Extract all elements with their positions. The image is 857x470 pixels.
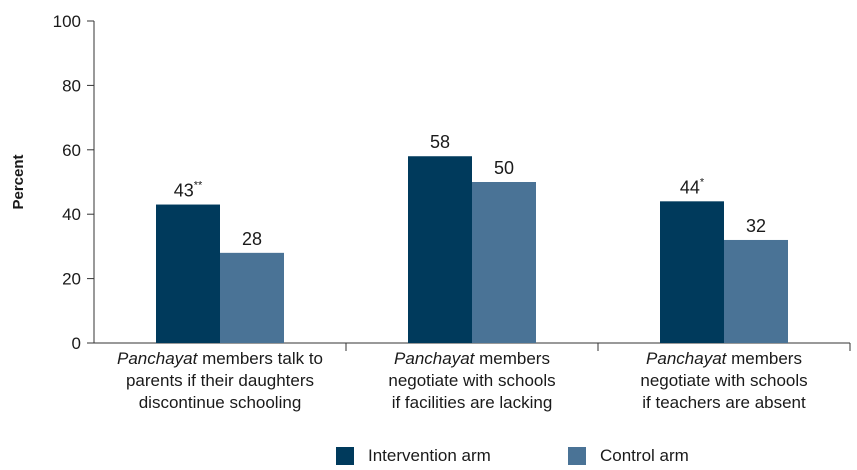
- legend-swatch-intervention: [336, 447, 354, 465]
- legend: Intervention arm Control arm: [0, 446, 857, 470]
- data-label: 43**: [174, 180, 203, 201]
- legend-swatch-control: [568, 447, 586, 465]
- x-category-label: Panchayat members negotiate with schools i…: [388, 349, 556, 412]
- data-label: 50: [494, 158, 514, 178]
- bars: [156, 156, 788, 343]
- bar: [724, 239, 788, 343]
- bar-chart: Percent 0 20 40 60 80 100 43** 28 58 50 44* 32: [10, 12, 851, 353]
- bar: [408, 156, 472, 343]
- data-label: 28: [242, 229, 262, 249]
- y-tick-label: 60: [62, 141, 81, 160]
- significance-marker: **: [194, 180, 203, 192]
- bar: [472, 182, 536, 343]
- bar: [156, 204, 220, 343]
- y-tick-label: 100: [53, 12, 81, 31]
- y-tick-label: 40: [62, 205, 81, 224]
- y-axis: 0 20 40 60 80 100: [53, 12, 95, 353]
- y-axis-label: Percent: [10, 154, 27, 209]
- data-label: 32: [746, 216, 766, 236]
- data-label: 58: [430, 132, 450, 152]
- bar: [220, 252, 284, 343]
- legend-item-intervention: Intervention arm: [336, 446, 491, 466]
- data-label: 44*: [680, 176, 705, 197]
- x-category-label: Panchayat members talk to parents if thei…: [117, 349, 323, 412]
- y-tick-label: 20: [62, 270, 81, 289]
- legend-label-control: Control arm: [600, 446, 689, 465]
- significance-marker: *: [700, 176, 705, 188]
- legend-item-control: Control arm: [568, 446, 689, 466]
- bar: [660, 201, 724, 343]
- x-category-label: Panchayat members negotiate with schools i…: [640, 349, 808, 412]
- y-tick-label: 0: [72, 334, 81, 353]
- legend-label-intervention: Intervention arm: [368, 446, 491, 465]
- y-tick-label: 80: [62, 76, 81, 95]
